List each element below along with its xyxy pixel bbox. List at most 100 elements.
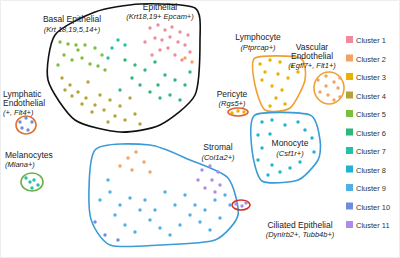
point xyxy=(98,198,101,201)
point xyxy=(196,178,199,181)
point xyxy=(183,56,186,59)
point xyxy=(26,128,29,131)
point xyxy=(80,56,83,59)
point xyxy=(244,201,247,204)
point xyxy=(180,58,183,61)
point xyxy=(236,109,239,112)
point xyxy=(106,56,109,59)
points xyxy=(18,23,341,241)
point xyxy=(128,96,131,99)
point xyxy=(298,160,301,163)
point xyxy=(200,168,203,171)
point xyxy=(153,36,156,39)
annotation: (Egfl7+, Flt1+) xyxy=(288,61,336,70)
point xyxy=(158,226,161,229)
point xyxy=(228,203,231,206)
point xyxy=(173,53,176,56)
point xyxy=(18,120,21,123)
point xyxy=(170,25,173,28)
point xyxy=(134,150,137,153)
point xyxy=(336,86,339,89)
point xyxy=(133,230,136,233)
point xyxy=(133,112,136,115)
legend-label: Cluster 6 xyxy=(356,129,386,138)
point xyxy=(240,204,243,207)
point xyxy=(32,178,35,181)
legend-label: Cluster 10 xyxy=(356,203,390,212)
legend-label: Cluster 2 xyxy=(356,55,386,64)
point xyxy=(118,203,121,206)
legend-swatch xyxy=(346,166,353,173)
point xyxy=(66,42,69,45)
point xyxy=(190,60,193,63)
point xyxy=(188,213,191,216)
point xyxy=(173,78,176,81)
point xyxy=(283,123,286,126)
point xyxy=(143,68,146,71)
point xyxy=(338,95,341,98)
point xyxy=(318,90,321,93)
point xyxy=(116,38,119,41)
annotation: (Krt18,19+ Epcam+) xyxy=(126,12,194,21)
legend-label: Cluster 8 xyxy=(356,166,386,175)
legend-swatch xyxy=(346,203,353,210)
cluster-outline xyxy=(251,112,321,183)
point xyxy=(130,76,133,79)
point xyxy=(312,150,315,153)
point xyxy=(338,76,341,79)
point xyxy=(143,40,146,43)
point xyxy=(166,46,169,49)
point xyxy=(208,164,211,167)
annotation: Ciliated Epithelial xyxy=(267,220,332,230)
point xyxy=(270,84,273,87)
point xyxy=(158,96,161,99)
point xyxy=(128,196,131,199)
legend-swatch xyxy=(346,129,353,136)
point xyxy=(74,43,77,46)
annotation: (Col1a2+) xyxy=(201,153,235,162)
point xyxy=(123,223,126,226)
point xyxy=(70,58,73,61)
point xyxy=(332,98,335,101)
annotation: (Mlana+) xyxy=(5,160,35,169)
point xyxy=(93,103,96,106)
point xyxy=(156,83,159,86)
point xyxy=(183,43,186,46)
point xyxy=(93,46,96,49)
point xyxy=(163,28,166,31)
point xyxy=(58,40,61,43)
legend-label: Cluster 11 xyxy=(356,221,390,230)
point xyxy=(102,108,105,111)
point xyxy=(260,78,263,81)
point xyxy=(148,170,151,173)
annotation: Stromal xyxy=(203,142,232,152)
point xyxy=(90,110,93,113)
legend-label: Cluster 7 xyxy=(356,147,386,156)
point xyxy=(108,190,111,193)
point xyxy=(163,190,166,193)
point xyxy=(213,198,216,201)
point xyxy=(68,83,71,86)
legend-swatch xyxy=(346,221,353,228)
legend-swatch xyxy=(346,92,353,99)
legend-label: Cluster 4 xyxy=(356,92,386,101)
point xyxy=(76,48,79,51)
point xyxy=(274,96,277,99)
point xyxy=(108,98,111,101)
point xyxy=(156,23,159,26)
chart-root: Epithelial(Krt18,19+ Epcam+)Basal Epithe… xyxy=(0,0,400,258)
point xyxy=(168,233,171,236)
point xyxy=(203,186,206,189)
point xyxy=(324,84,327,87)
point xyxy=(93,220,96,223)
point xyxy=(268,58,271,61)
annotation: Melanocytes xyxy=(5,150,53,160)
point xyxy=(150,53,153,56)
point xyxy=(100,53,103,56)
point xyxy=(188,50,191,53)
point xyxy=(296,120,299,123)
point xyxy=(208,228,211,231)
point xyxy=(138,208,141,211)
point xyxy=(288,166,291,169)
point xyxy=(63,88,66,91)
